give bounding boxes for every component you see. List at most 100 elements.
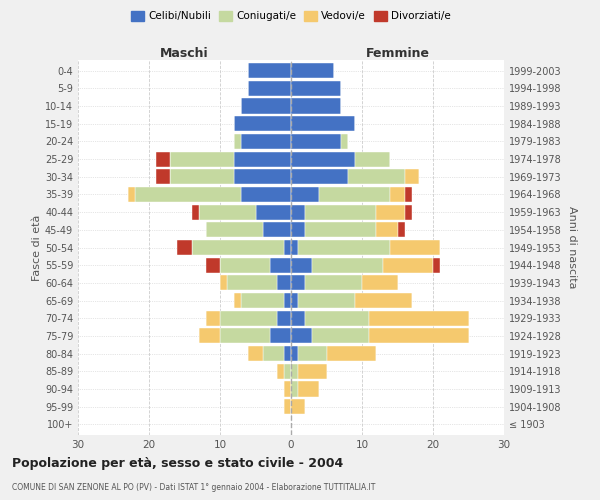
Bar [128, 187, 135, 202]
Bar [313, 258, 383, 272]
Bar [170, 152, 234, 166]
Bar [298, 346, 326, 361]
Bar [156, 169, 170, 184]
Bar [404, 187, 412, 202]
Bar [291, 204, 305, 220]
Bar [369, 328, 469, 344]
Bar [298, 240, 391, 255]
Legend: Celibi/Nubili, Coniugati/e, Vedovi/e, Divorziati/e: Celibi/Nubili, Coniugati/e, Vedovi/e, Di… [127, 7, 455, 26]
Bar [284, 399, 291, 414]
Bar [199, 204, 256, 220]
Bar [241, 134, 291, 149]
Bar [291, 382, 298, 396]
Bar [178, 240, 191, 255]
Bar [199, 328, 220, 344]
Bar [298, 293, 355, 308]
Bar [291, 116, 355, 131]
Bar [206, 258, 220, 272]
Bar [404, 169, 419, 184]
Y-axis label: Anni di nascita: Anni di nascita [567, 206, 577, 289]
Bar [284, 240, 291, 255]
Bar [355, 293, 412, 308]
Bar [291, 399, 305, 414]
Bar [348, 169, 404, 184]
Bar [376, 204, 404, 220]
Bar [220, 310, 277, 326]
Bar [305, 310, 369, 326]
Bar [305, 222, 376, 238]
Text: Maschi: Maschi [160, 47, 209, 60]
Bar [291, 98, 341, 114]
Bar [291, 346, 298, 361]
Bar [256, 204, 291, 220]
Bar [191, 204, 199, 220]
Bar [263, 346, 284, 361]
Bar [227, 276, 277, 290]
Bar [291, 63, 334, 78]
Bar [277, 276, 291, 290]
Text: COMUNE DI SAN ZENONE AL PO (PV) - Dati ISTAT 1° gennaio 2004 - Elaborazione TUTT: COMUNE DI SAN ZENONE AL PO (PV) - Dati I… [12, 483, 376, 492]
Bar [376, 222, 398, 238]
Bar [241, 187, 291, 202]
Bar [234, 152, 291, 166]
Bar [404, 204, 412, 220]
Bar [398, 222, 404, 238]
Bar [220, 276, 227, 290]
Bar [270, 328, 291, 344]
Bar [156, 152, 170, 166]
Bar [277, 364, 284, 379]
Bar [355, 152, 391, 166]
Bar [191, 240, 284, 255]
Bar [284, 346, 291, 361]
Bar [383, 258, 433, 272]
Bar [298, 364, 326, 379]
Bar [270, 258, 291, 272]
Bar [305, 276, 362, 290]
Bar [206, 310, 220, 326]
Y-axis label: Fasce di età: Fasce di età [32, 214, 42, 280]
Bar [291, 81, 341, 96]
Bar [291, 169, 348, 184]
Bar [234, 169, 291, 184]
Bar [248, 346, 263, 361]
Bar [326, 346, 376, 361]
Bar [248, 81, 291, 96]
Bar [291, 276, 305, 290]
Bar [369, 310, 469, 326]
Bar [234, 293, 241, 308]
Bar [319, 187, 391, 202]
Bar [170, 169, 234, 184]
Bar [391, 240, 440, 255]
Bar [291, 364, 298, 379]
Text: Popolazione per età, sesso e stato civile - 2004: Popolazione per età, sesso e stato civil… [12, 458, 343, 470]
Bar [277, 310, 291, 326]
Bar [248, 63, 291, 78]
Bar [341, 134, 348, 149]
Bar [362, 276, 398, 290]
Bar [284, 293, 291, 308]
Bar [234, 134, 241, 149]
Bar [291, 293, 298, 308]
Bar [291, 258, 313, 272]
Bar [298, 382, 319, 396]
Bar [391, 187, 404, 202]
Bar [291, 222, 305, 238]
Bar [220, 258, 270, 272]
Bar [291, 310, 305, 326]
Bar [305, 204, 376, 220]
Bar [284, 364, 291, 379]
Bar [291, 187, 319, 202]
Bar [291, 134, 341, 149]
Bar [291, 152, 355, 166]
Bar [241, 98, 291, 114]
Bar [241, 293, 284, 308]
Text: Femmine: Femmine [365, 47, 430, 60]
Bar [291, 240, 298, 255]
Bar [313, 328, 369, 344]
Bar [284, 382, 291, 396]
Bar [135, 187, 241, 202]
Bar [433, 258, 440, 272]
Bar [291, 328, 313, 344]
Bar [220, 328, 270, 344]
Bar [263, 222, 291, 238]
